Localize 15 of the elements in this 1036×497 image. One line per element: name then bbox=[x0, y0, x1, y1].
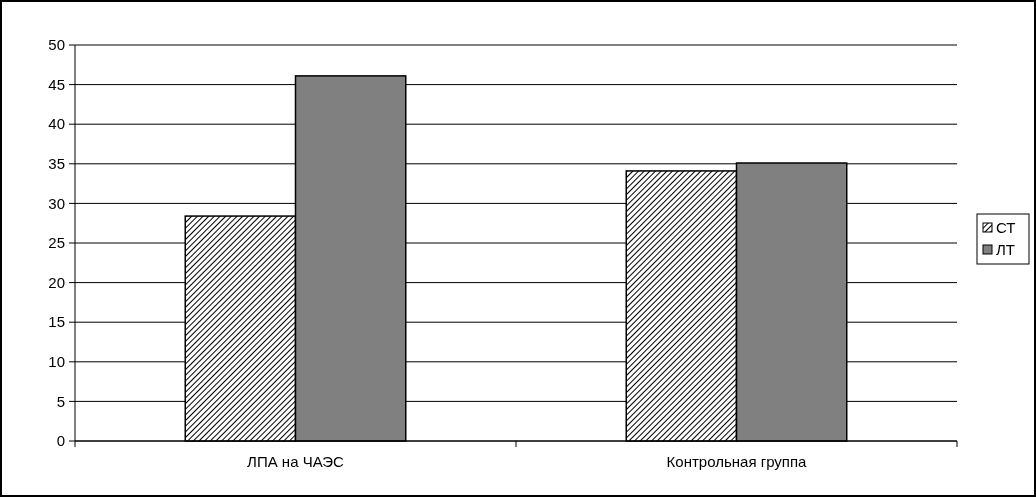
y-tick-label: 35 bbox=[48, 155, 65, 173]
y-tick-label: 40 bbox=[48, 115, 65, 133]
y-tick-label: 5 bbox=[56, 392, 65, 410]
legend-label: СТ bbox=[996, 219, 1016, 237]
legend-label: ЛТ bbox=[996, 241, 1016, 259]
y-tick-label: 25 bbox=[48, 234, 65, 252]
y-tick-label: 0 bbox=[56, 432, 65, 450]
y-tick-label: 20 bbox=[48, 273, 65, 291]
y-tick-label: 45 bbox=[48, 75, 65, 93]
y-tick-label: 15 bbox=[48, 313, 65, 331]
y-tick-label: 50 bbox=[48, 36, 65, 54]
x-tick-label: Контрольная группа bbox=[666, 453, 808, 470]
y-tick-label: 10 bbox=[48, 353, 65, 371]
y-tick-label: 30 bbox=[48, 194, 65, 212]
x-tick-label: ЛПА на ЧАЭС bbox=[247, 453, 345, 470]
